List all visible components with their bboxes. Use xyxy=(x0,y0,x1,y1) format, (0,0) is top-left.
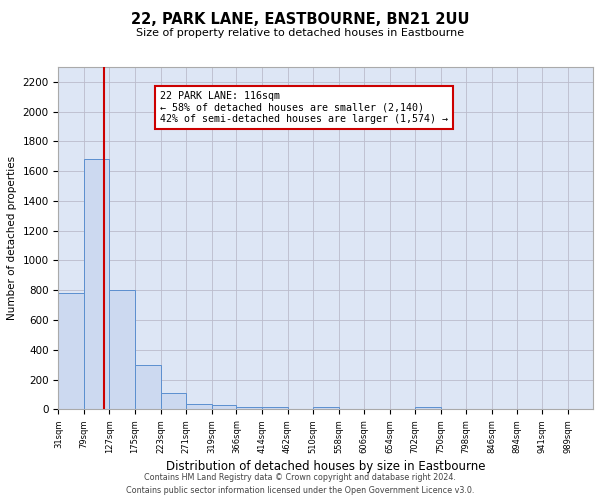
Bar xyxy=(135,366,161,410)
Text: 22 PARK LANE: 116sqm
← 58% of detached houses are smaller (2,140)
42% of semi-de: 22 PARK LANE: 116sqm ← 58% of detached h… xyxy=(160,91,448,124)
Text: Size of property relative to detached houses in Eastbourne: Size of property relative to detached ho… xyxy=(136,28,464,38)
X-axis label: Distribution of detached houses by size in Eastbourne: Distribution of detached houses by size … xyxy=(166,460,485,473)
Bar xyxy=(415,406,440,410)
Bar xyxy=(58,294,84,410)
Bar xyxy=(84,160,109,410)
Bar xyxy=(262,406,287,410)
Bar xyxy=(109,290,135,410)
Text: Contains HM Land Registry data © Crown copyright and database right 2024.
Contai: Contains HM Land Registry data © Crown c… xyxy=(126,474,474,495)
Bar xyxy=(161,393,186,409)
Bar xyxy=(313,406,338,410)
Bar xyxy=(212,405,236,409)
Bar xyxy=(236,406,262,410)
Text: 22, PARK LANE, EASTBOURNE, BN21 2UU: 22, PARK LANE, EASTBOURNE, BN21 2UU xyxy=(131,12,469,28)
Y-axis label: Number of detached properties: Number of detached properties xyxy=(7,156,17,320)
Bar xyxy=(186,404,212,409)
